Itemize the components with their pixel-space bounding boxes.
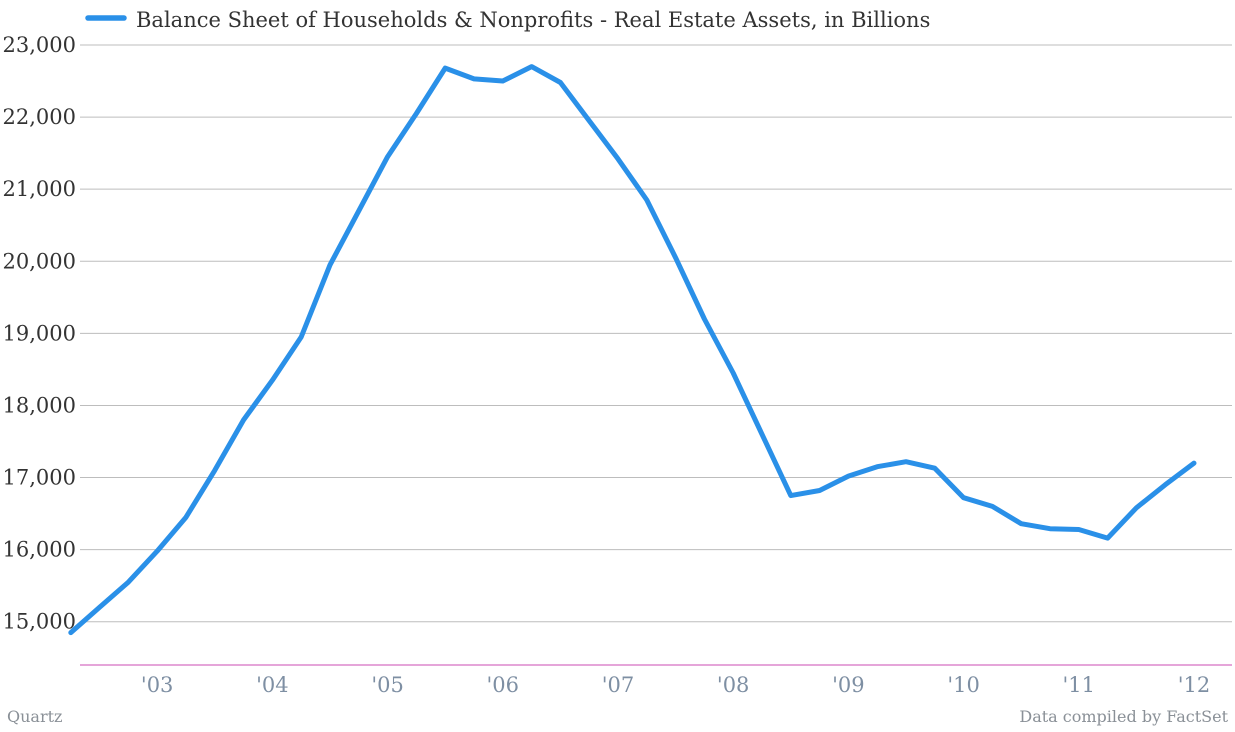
x-tick-label: '03 <box>141 673 174 697</box>
x-tick-label: '12 <box>1178 673 1211 697</box>
x-axis: '03 '04 '05 '06 '07 '08 '09 '10 '11 '12 <box>141 673 1210 697</box>
x-tick-label: '08 <box>717 673 750 697</box>
series-line <box>68 64 1197 636</box>
y-tick-label: 17,000 <box>3 466 76 490</box>
x-tick-label: '04 <box>256 673 289 697</box>
y-tick-label: 15,000 <box>3 610 76 634</box>
series-layer <box>68 64 1197 636</box>
data-attribution: Data compiled by FactSet <box>1019 707 1228 726</box>
y-tick-label: 16,000 <box>3 538 76 562</box>
legend-label: Balance Sheet of Households & Nonprofits… <box>136 8 930 32</box>
x-tick-label: '09 <box>832 673 865 697</box>
x-tick-label: '10 <box>947 673 980 697</box>
x-tick-label: '06 <box>487 673 520 697</box>
y-tick-label: 19,000 <box>3 321 76 345</box>
y-tick-label: 20,000 <box>3 249 76 273</box>
y-tick-label: 21,000 <box>3 177 76 201</box>
chart-legend: Balance Sheet of Households & Nonprofits… <box>85 8 930 32</box>
x-tick-label: '07 <box>602 673 635 697</box>
x-tick-label: '11 <box>1063 673 1096 697</box>
y-tick-label: 18,000 <box>3 393 76 417</box>
y-tick-label: 22,000 <box>3 105 76 129</box>
x-tick-label: '05 <box>371 673 404 697</box>
y-tick-label: 23,000 <box>3 33 76 57</box>
y-axis: 15,000 16,000 17,000 18,000 19,000 20,000 21,0… <box>3 33 76 634</box>
source-credit: Quartz <box>7 707 62 726</box>
grid-lines <box>80 44 1232 623</box>
